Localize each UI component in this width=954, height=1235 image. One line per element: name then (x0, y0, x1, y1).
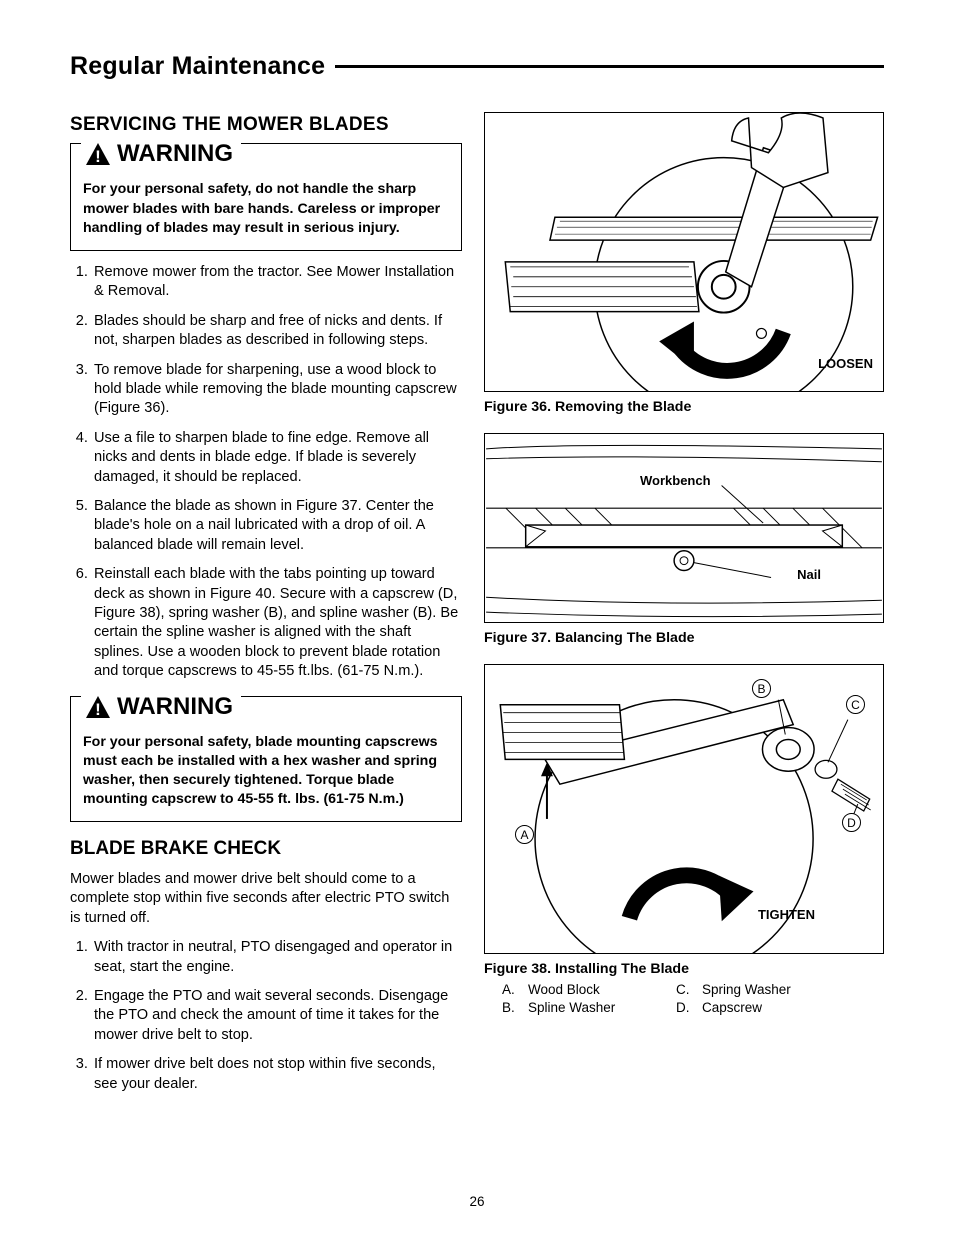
warning-triangle-icon: ! (85, 695, 111, 719)
figure-37-caption: Figure 37. Balancing The Blade (484, 629, 884, 648)
legend-row-1: A. Wood Block C. Spring Washer (502, 981, 884, 999)
callout-a: A (515, 825, 534, 844)
legend-b-val: Spline Washer (528, 999, 676, 1017)
brake-step-2: Engage the PTO and wait several seconds.… (92, 987, 462, 1045)
page-number: 26 (0, 1193, 954, 1211)
legend-c-key: C. (676, 981, 702, 999)
svg-text:!: ! (95, 700, 101, 719)
figure-38-legend: A. Wood Block C. Spring Washer B. Spline… (484, 981, 884, 1017)
warning-triangle-icon: ! (85, 142, 111, 166)
title-rule (335, 65, 884, 68)
brake-step-1: With tractor in neutral, PTO disengaged … (92, 938, 462, 977)
brake-intro: Mower blades and mower drive belt should… (70, 870, 462, 928)
figure-38: A B C D TIGHTEN (484, 664, 884, 954)
brake-steps: With tractor in neutral, PTO disengaged … (70, 938, 462, 1094)
figure-37: Workbench Nail (484, 433, 884, 623)
brake-step-3: If mower drive belt does not stop within… (92, 1055, 462, 1094)
left-column: SERVICING THE MOWER BLADES ! WARNING For… (70, 112, 462, 1104)
legend-row-2: B. Spline Washer D. Capscrew (502, 999, 884, 1017)
step-6: Reinstall each blade with the tabs point… (92, 565, 462, 681)
page-header: Regular Maintenance (70, 50, 884, 84)
servicing-heading: SERVICING THE MOWER BLADES (70, 112, 462, 138)
callout-c: C (846, 695, 865, 714)
nail-label: Nail (797, 566, 821, 584)
warning-word-2: WARNING (117, 695, 233, 719)
legend-d-val: Capscrew (702, 999, 884, 1017)
brake-check-heading: BLADE BRAKE CHECK (70, 836, 462, 862)
step-1: Remove mower from the tractor. See Mower… (92, 263, 462, 302)
warning-box-1: ! WARNING For your personal safety, do n… (70, 143, 462, 251)
callout-b: B (752, 679, 771, 698)
warning-box-2: ! WARNING For your personal safety, blad… (70, 696, 462, 823)
warning-label-2: ! WARNING (81, 695, 241, 719)
page-title: Regular Maintenance (70, 50, 325, 84)
figure-37-illustration (485, 434, 883, 622)
step-3: To remove blade for sharpening, use a wo… (92, 361, 462, 419)
figure-36-caption: Figure 36. Removing the Blade (484, 398, 884, 417)
legend-a-key: A. (502, 981, 528, 999)
legend-b-key: B. (502, 999, 528, 1017)
step-4: Use a file to sharpen blade to fine edge… (92, 429, 462, 487)
step-2: Blades should be sharp and free of nicks… (92, 312, 462, 351)
content-columns: SERVICING THE MOWER BLADES ! WARNING For… (70, 112, 884, 1104)
svg-text:!: ! (95, 147, 101, 166)
legend-a-val: Wood Block (528, 981, 676, 999)
right-column: LOOSEN Figure 36. Removing the Blade (484, 112, 884, 1104)
step-5: Balance the blade as shown in Figure 37.… (92, 497, 462, 555)
warning-word-1: WARNING (117, 142, 233, 166)
loosen-label: LOOSEN (818, 355, 873, 373)
figure-36-illustration (485, 113, 883, 391)
workbench-label: Workbench (640, 472, 711, 490)
callout-d: D (842, 813, 861, 832)
figure-38-illustration (485, 665, 883, 953)
tighten-label: TIGHTEN (758, 906, 815, 924)
warning-text-1: For your personal safety, do not handle … (83, 180, 449, 238)
warning-text-2: For your personal safety, blade mounting… (83, 733, 449, 810)
servicing-steps: Remove mower from the tractor. See Mower… (70, 263, 462, 682)
warning-label-1: ! WARNING (81, 142, 241, 166)
figure-38-caption: Figure 38. Installing The Blade (484, 960, 884, 979)
figure-36: LOOSEN (484, 112, 884, 392)
legend-c-val: Spring Washer (702, 981, 884, 999)
legend-d-key: D. (676, 999, 702, 1017)
